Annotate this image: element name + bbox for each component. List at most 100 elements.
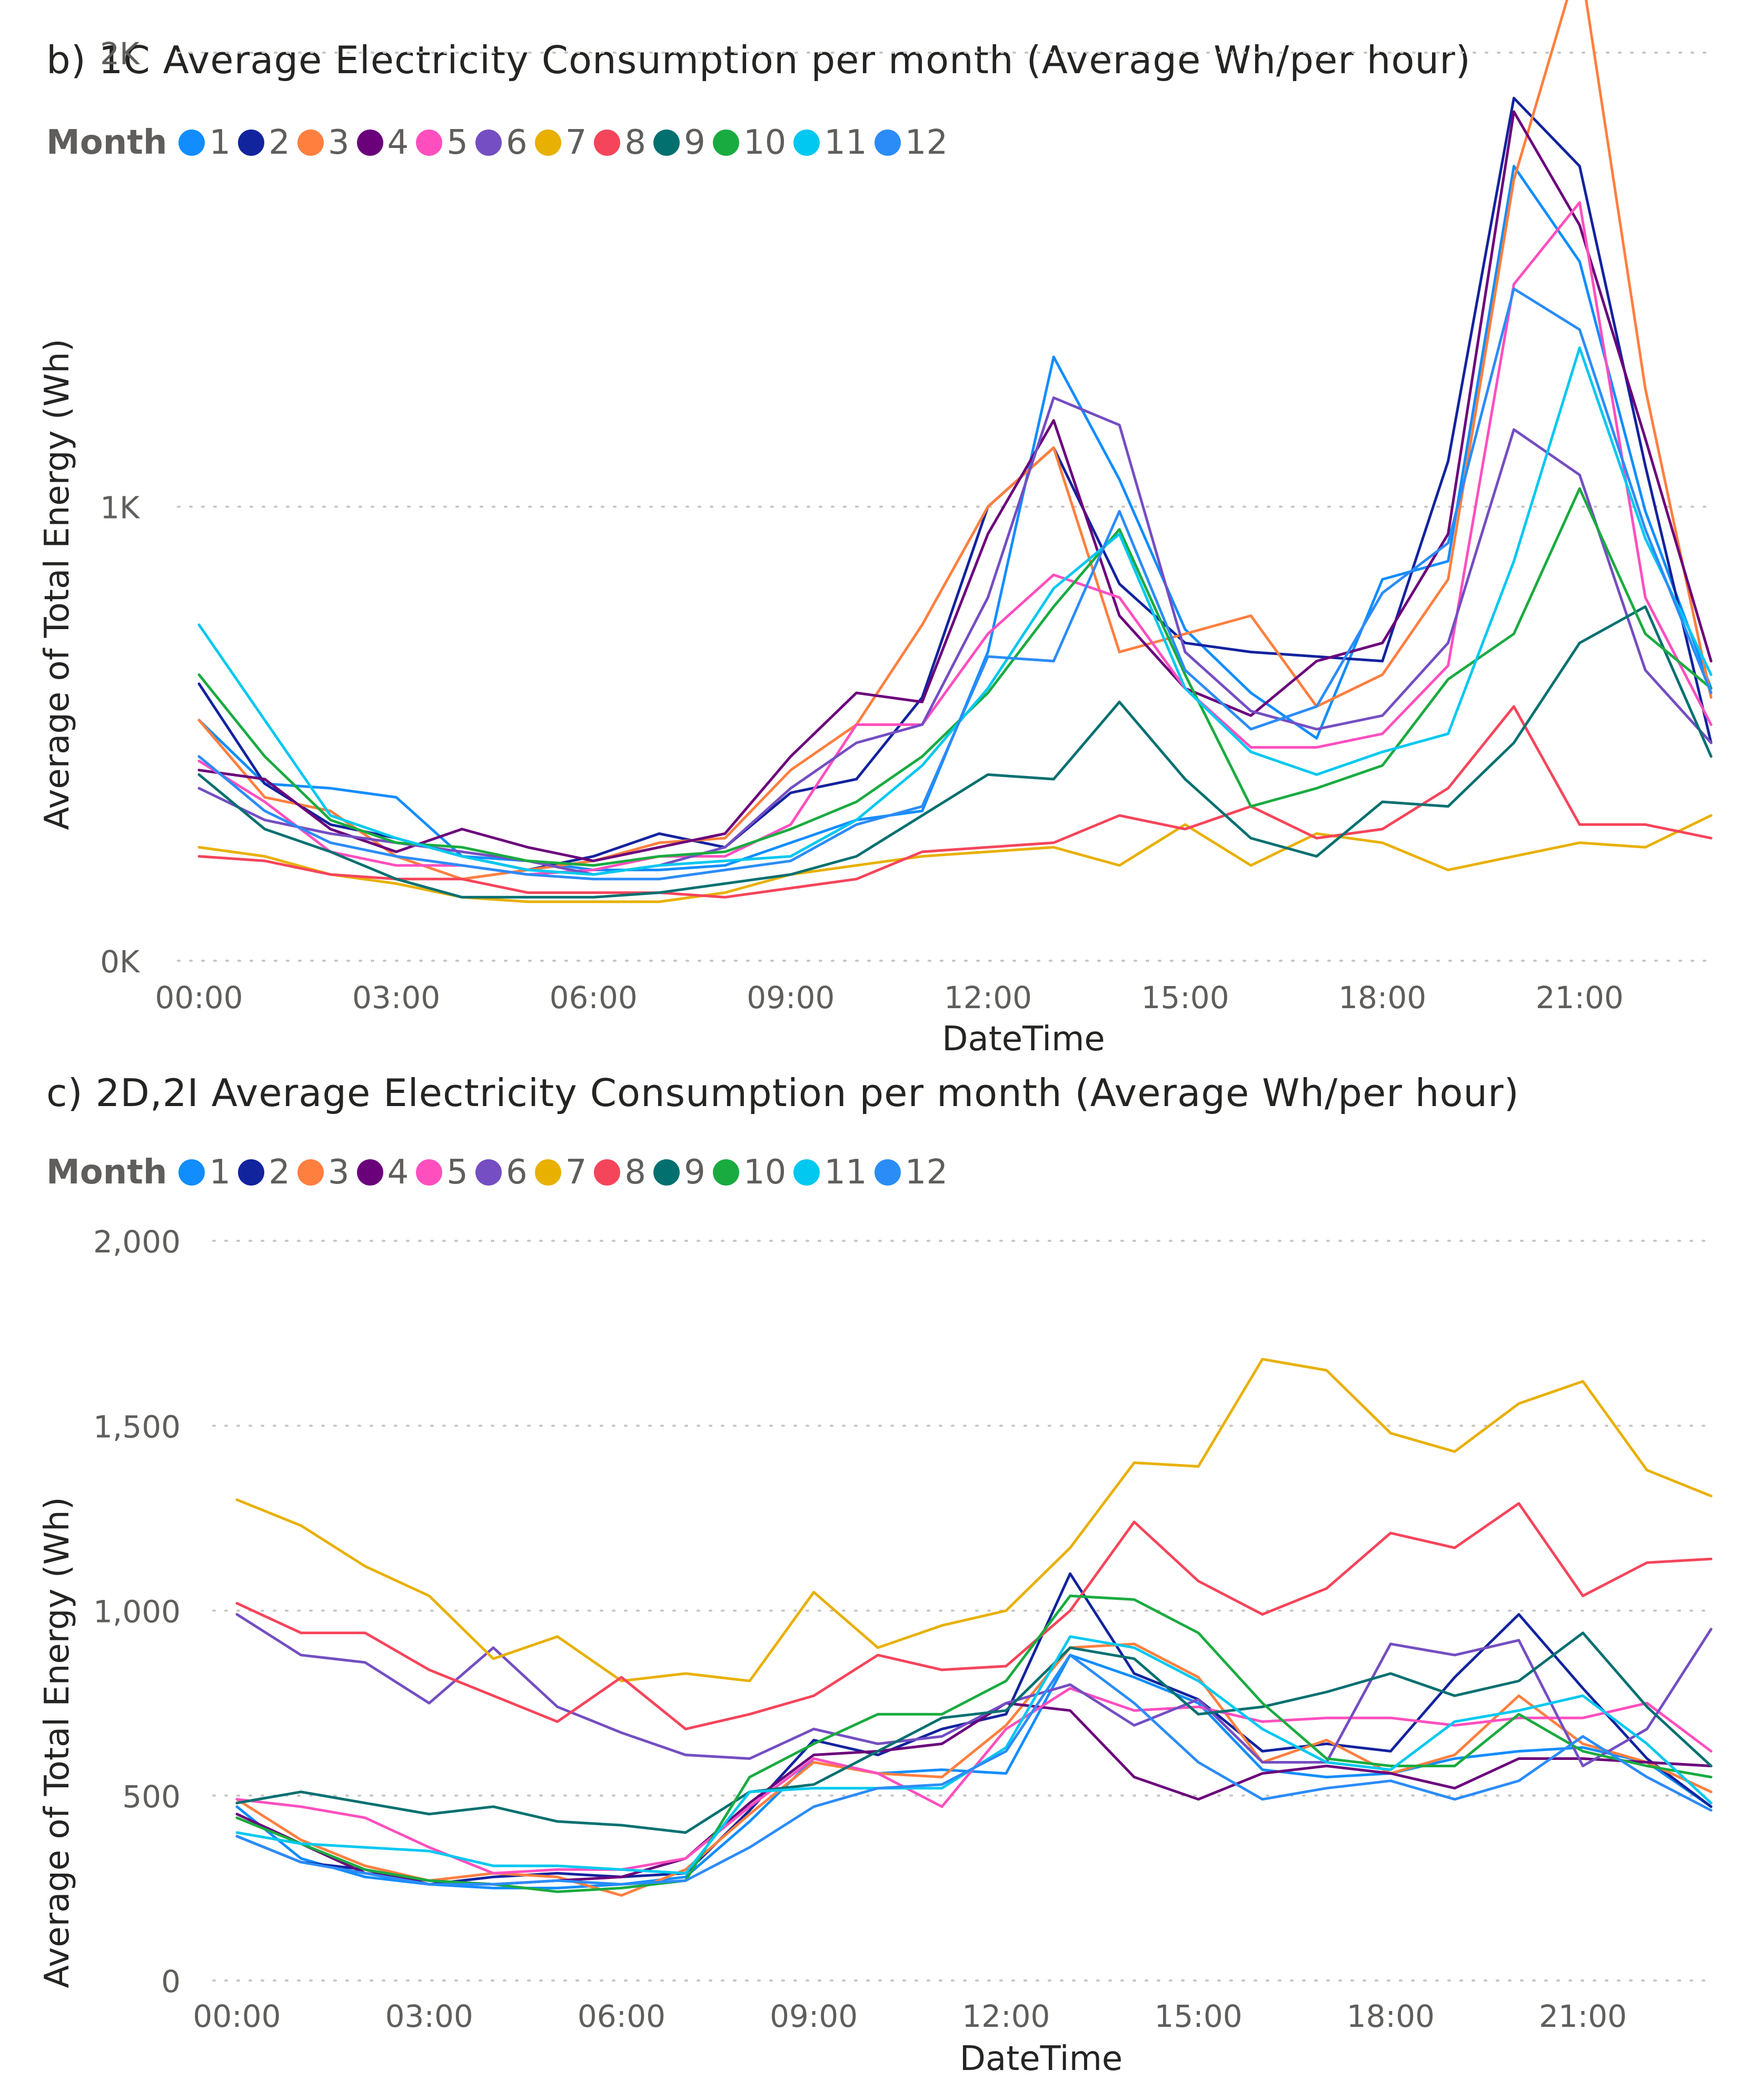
series-line-month-6[interactable] <box>197 396 1713 876</box>
series-line-month-10[interactable] <box>197 487 1713 867</box>
legend-label: 1 <box>209 1153 231 1192</box>
y-tick-label: 0 <box>161 1964 181 1999</box>
series-line-month-7[interactable] <box>197 814 1713 903</box>
legend-item-1[interactable]: 1 <box>178 1153 231 1192</box>
legend-item-1[interactable]: 1 <box>178 123 231 162</box>
legend-swatch <box>534 130 561 156</box>
legend-item-8[interactable]: 8 <box>594 1153 646 1192</box>
x-axis-title: DateTime <box>942 1020 1105 1059</box>
series-line-month-9[interactable] <box>235 1631 1713 1834</box>
chart-title: b) 1C Average Electricity Consumption pe… <box>46 38 1471 82</box>
x-tick-label: 15:00 <box>1141 980 1229 1016</box>
legend-swatch <box>594 1159 621 1186</box>
series-line-month-2[interactable] <box>235 1572 1713 1886</box>
legend-item-5[interactable]: 5 <box>416 123 468 162</box>
legend-swatch <box>356 1159 383 1186</box>
legend-swatch <box>793 1159 820 1186</box>
legend-label: 2 <box>269 1153 290 1192</box>
legend-label: 12 <box>905 123 948 162</box>
x-tick-label: 15:00 <box>1155 1998 1243 2034</box>
legend-swatch <box>874 130 901 156</box>
x-axis-title: DateTime <box>960 2039 1123 2078</box>
chart-panel-1c: b) 1C Average Electricity Consumption pe… <box>38 0 1713 1059</box>
legend-label: 9 <box>684 123 705 162</box>
legend: Month 1 2 3 4 5 6 7 8 9 10 11 12 <box>46 123 955 162</box>
y-tick-label: 500 <box>122 1779 181 1815</box>
series-line-month-12[interactable] <box>197 287 1713 881</box>
legend-label: 5 <box>446 1153 468 1192</box>
legend-item-4[interactable]: 4 <box>356 123 409 162</box>
legend-label: 10 <box>743 1153 787 1192</box>
series-line-month-3[interactable] <box>197 0 1713 881</box>
series-line-month-8[interactable] <box>235 1502 1713 1730</box>
legend-item-7[interactable]: 7 <box>534 1153 587 1192</box>
x-tick-label: 03:00 <box>385 1998 473 2034</box>
legend-swatch <box>653 130 680 156</box>
legend-item-7[interactable]: 7 <box>534 123 587 162</box>
legend-label: 3 <box>327 1153 350 1192</box>
series-line-month-4[interactable] <box>197 110 1713 862</box>
x-tick-label: 18:00 <box>1347 1998 1435 2034</box>
legend-swatch <box>178 1159 205 1186</box>
legend-item-9[interactable]: 9 <box>653 123 705 162</box>
legend-swatch <box>178 130 205 156</box>
legend-swatch <box>416 1159 443 1186</box>
x-tick-label: 06:00 <box>550 980 638 1016</box>
series-line-month-7[interactable] <box>235 1358 1713 1683</box>
series-line-month-10[interactable] <box>235 1594 1713 1893</box>
legend-item-2[interactable]: 2 <box>238 123 290 162</box>
legend-item-12[interactable]: 12 <box>874 1153 948 1192</box>
legend-item-2[interactable]: 2 <box>238 1153 290 1192</box>
legend-item-3[interactable]: 3 <box>297 123 350 162</box>
legend-swatch <box>793 130 820 156</box>
legend-swatch <box>238 130 265 156</box>
legend-swatch <box>712 130 739 156</box>
legend-item-6[interactable]: 6 <box>475 123 528 162</box>
y-axis-title: Average of Total Energy (Wh) <box>38 1497 77 1988</box>
legend-label: 2 <box>269 123 290 162</box>
legend-swatch <box>534 1159 561 1186</box>
legend-swatch <box>475 1159 502 1186</box>
legend-label: 12 <box>905 1153 948 1192</box>
series-line-month-9[interactable] <box>197 605 1713 899</box>
series-line-month-11[interactable] <box>197 346 1713 876</box>
series-line-month-8[interactable] <box>197 705 1713 899</box>
series-line-month-1[interactable] <box>197 165 1713 871</box>
series-line-month-12[interactable] <box>235 1654 1713 1886</box>
legend-item-10[interactable]: 10 <box>712 123 787 162</box>
y-tick-label: 1,000 <box>93 1594 181 1630</box>
series-line-month-6[interactable] <box>235 1613 1713 1767</box>
legend-item-6[interactable]: 6 <box>475 1153 528 1192</box>
line-chart-1c: 0K 1K 2K 00:00 03:00 06:00 09:00 12:00 15:00 18:0… <box>38 0 1713 1059</box>
series-line-month-2[interactable] <box>197 96 1713 871</box>
legend-item-12[interactable]: 12 <box>874 123 948 162</box>
series-line-month-3[interactable] <box>235 1643 1713 1897</box>
legend-title: Month <box>46 1153 167 1192</box>
legend-items: 1 2 3 4 5 6 7 8 9 10 11 12 <box>178 1153 955 1192</box>
series-line-month-5[interactable] <box>197 201 1713 876</box>
legend-swatch <box>356 130 383 156</box>
y-tick-label: 1K <box>100 490 141 526</box>
legend-item-4[interactable]: 4 <box>356 1153 409 1192</box>
legend-label: 11 <box>824 123 867 162</box>
legend-item-9[interactable]: 9 <box>653 1153 705 1192</box>
legend-label: 10 <box>743 123 787 162</box>
legend-item-11[interactable]: 11 <box>793 1153 867 1192</box>
chart-title: c) 2D,2I Average Electricity Consumption… <box>46 1071 1519 1115</box>
legend-item-11[interactable]: 11 <box>793 123 867 162</box>
x-tick-label: 09:00 <box>770 1998 858 2034</box>
legend-label: 4 <box>387 1153 409 1192</box>
legend-swatch <box>594 130 621 156</box>
legend-label: 8 <box>624 123 647 162</box>
legend-item-8[interactable]: 8 <box>594 123 646 162</box>
y-tick-label: 2K <box>100 36 141 72</box>
line-chart-2d2i: 0 500 1,000 1,500 2,000 00:00 03:00 06:00 09:00 1… <box>38 1224 1713 2078</box>
x-tick-label: 00:00 <box>193 1998 281 2034</box>
y-axis-title: Average of Total Energy (Wh) <box>38 339 77 830</box>
legend: Month 1 2 3 4 5 6 7 8 9 10 11 12 <box>46 1153 955 1192</box>
legend-item-3[interactable]: 3 <box>297 1153 350 1192</box>
legend-item-10[interactable]: 10 <box>712 1153 787 1192</box>
legend-swatch <box>874 1159 901 1186</box>
y-tick-label: 1,500 <box>93 1409 181 1445</box>
legend-item-5[interactable]: 5 <box>416 1153 468 1192</box>
